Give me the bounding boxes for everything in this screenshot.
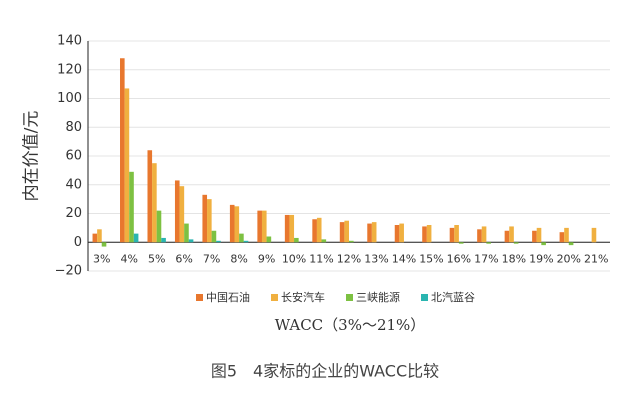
x-tick-label: 14% [392, 252, 416, 265]
bar [184, 223, 189, 243]
bar [229, 204, 235, 243]
legend-swatch [421, 294, 428, 301]
bar [234, 206, 240, 243]
y-tick-label: 60 [65, 149, 82, 164]
x-tick-label: 12% [337, 252, 361, 265]
x-tick-label: 8% [230, 252, 247, 265]
bar [536, 227, 542, 243]
x-tick-label: 18% [502, 252, 526, 265]
bar [101, 242, 107, 247]
bar [349, 240, 354, 243]
bar [188, 239, 194, 243]
bar [211, 230, 217, 243]
bar [92, 233, 98, 243]
legend-label: 长安汽车 [281, 290, 325, 304]
bar [449, 227, 455, 243]
bar [486, 242, 491, 244]
x-tick-label: 5% [148, 252, 165, 265]
bar [294, 237, 299, 243]
bar [422, 226, 427, 243]
legend-label: 北汽蓝谷 [431, 290, 475, 304]
bar [261, 210, 267, 243]
y-tick-label: 100 [57, 91, 82, 106]
bar [97, 229, 102, 243]
bar [568, 242, 574, 246]
bar [394, 225, 400, 243]
bar [532, 230, 537, 243]
bar [344, 220, 349, 243]
x-tick-label: 9% [258, 252, 275, 265]
x-tick-label: 15% [419, 252, 443, 265]
bar [152, 163, 157, 243]
bar [458, 242, 464, 244]
bar [509, 226, 514, 243]
bar [367, 223, 372, 243]
bar [133, 233, 139, 243]
y-tick-label: 80 [65, 120, 82, 135]
y-tick-label: −20 [55, 264, 82, 279]
y-tick-label: 0 [74, 235, 82, 250]
bar [284, 214, 290, 243]
bar [120, 58, 125, 243]
bar [316, 217, 322, 243]
bar [481, 226, 487, 243]
bar [202, 194, 208, 243]
x-tick-label: 19% [529, 252, 553, 265]
legend-swatch [196, 294, 203, 301]
x-tick-label: 10% [282, 252, 306, 265]
bar [504, 230, 510, 243]
bar [257, 210, 262, 243]
bar [147, 150, 153, 243]
bar [371, 222, 377, 243]
bar [454, 225, 459, 243]
bar [312, 219, 317, 243]
bar [239, 233, 244, 243]
x-tick-label: 7% [203, 252, 220, 265]
y-axis-title: 内在价值/元 [22, 111, 42, 202]
bar [541, 242, 546, 246]
bar [477, 229, 482, 243]
bar [207, 199, 212, 243]
legend-label: 三峡能源 [356, 290, 400, 304]
bar [513, 242, 519, 244]
legend-swatch [346, 294, 353, 301]
bar [161, 237, 166, 243]
legend-label: 中国石油 [206, 290, 250, 304]
y-tick-label: 20 [65, 206, 82, 221]
bar [399, 223, 404, 243]
bar [426, 225, 432, 243]
bar [266, 236, 272, 243]
x-tick-label: 4% [120, 252, 137, 265]
bar [321, 239, 327, 243]
caption: 图5 4家标的企业的WACC比较 [211, 362, 439, 381]
bar [564, 227, 569, 243]
x-tick-label: 3% [93, 252, 110, 265]
legend-swatch [271, 294, 278, 301]
y-tick-label: 40 [65, 177, 82, 192]
x-tick-label: 17% [474, 252, 498, 265]
x-tick-label: 20% [557, 252, 581, 265]
bar [129, 171, 134, 243]
x-tick-label: 6% [175, 252, 192, 265]
bar [289, 214, 295, 243]
bar [124, 88, 130, 243]
bar [216, 240, 221, 243]
bar [243, 240, 249, 243]
bar [174, 180, 180, 243]
bar [591, 227, 597, 243]
x-tick-label: 13% [364, 252, 388, 265]
bar [559, 232, 565, 243]
x-tick-label: 21% [584, 252, 608, 265]
x-tick-label: 16% [447, 252, 471, 265]
y-tick-label: 120 [57, 62, 82, 77]
y-tick-label: 140 [57, 34, 82, 49]
x-axis-title: WACC（3%～21%） [275, 316, 426, 334]
bar [156, 210, 162, 243]
x-tick-label: 11% [309, 252, 333, 265]
bar [179, 186, 185, 243]
bar [339, 222, 345, 243]
